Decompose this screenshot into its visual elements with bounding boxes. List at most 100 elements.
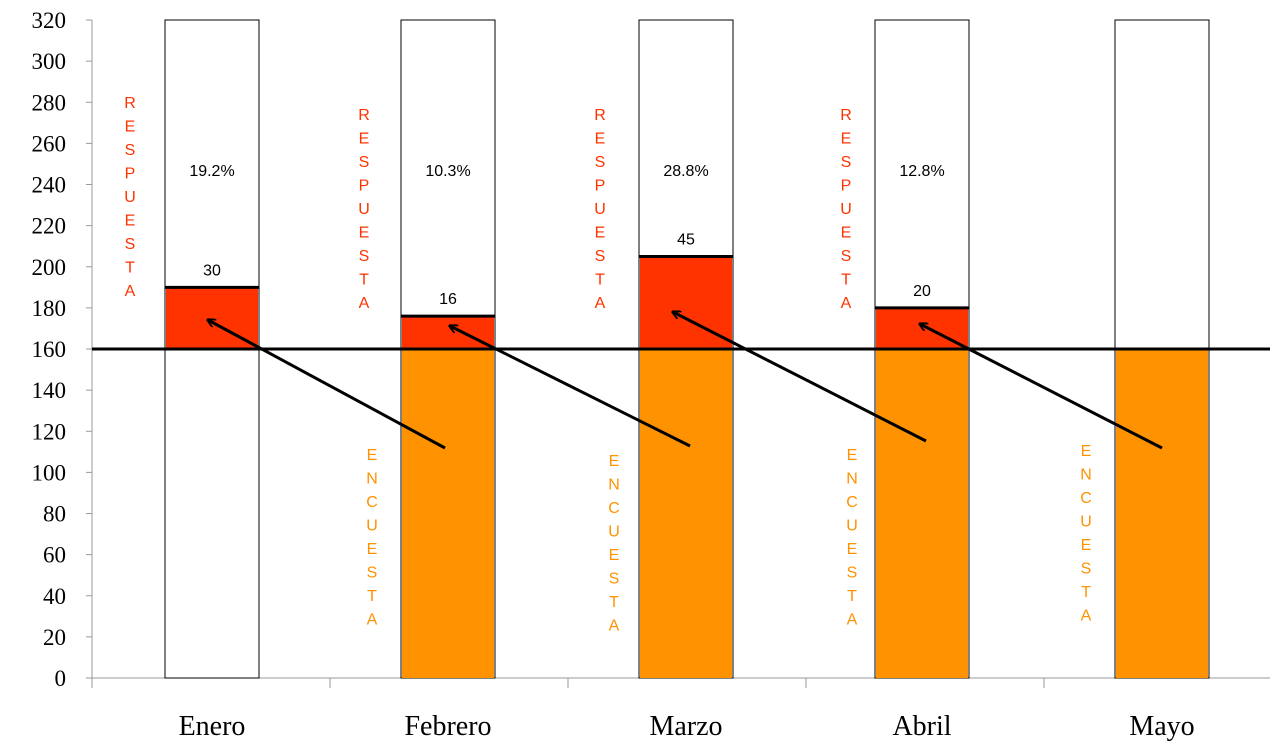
respuesta-vertical-label-letter: U: [840, 201, 852, 218]
percent-label: 28.8%: [663, 163, 708, 180]
respuesta-vertical-label-letter: P: [841, 178, 852, 195]
encuesta-vertical-label-letter: E: [609, 547, 620, 564]
y-tick-label: 100: [32, 460, 67, 485]
encuesta-bar: [1116, 349, 1208, 678]
y-tick-label: 120: [32, 419, 67, 444]
encuesta-vertical-label-letter: A: [1081, 608, 1092, 625]
respuesta-vertical-label-letter: E: [359, 225, 370, 242]
encuesta-vertical-label-letter: N: [608, 477, 620, 494]
encuesta-vertical-label-letter: T: [847, 588, 857, 605]
encuesta-vertical-label-letter: E: [1081, 537, 1092, 554]
encuesta-vertical-label-letter: E: [367, 541, 378, 558]
respuesta-vertical-label-letter: T: [125, 260, 135, 277]
respuesta-vertical-label-letter: E: [125, 119, 136, 136]
y-tick-label: 160: [32, 337, 67, 362]
respuesta-vertical-label-letter: E: [595, 225, 606, 242]
respuesta-vertical-label-letter: S: [359, 248, 370, 265]
respuesta-vertical-label-letter: T: [841, 272, 851, 289]
respuesta-vertical-label-letter: A: [841, 295, 852, 312]
encuesta-vertical-label-letter: T: [367, 588, 377, 605]
respuesta-vertical-label-letter: A: [125, 283, 136, 300]
encuesta-vertical-label-letter: A: [609, 618, 620, 635]
encuesta-vertical-label-letter: C: [366, 494, 378, 511]
y-tick-label: 180: [32, 296, 67, 321]
y-tick-label: 280: [32, 90, 67, 115]
respuesta-vertical-label-letter: S: [595, 154, 606, 171]
encuesta-vertical-label-letter: E: [847, 541, 858, 558]
y-tick-label: 300: [32, 49, 67, 74]
respuesta-vertical-label-letter: U: [594, 201, 606, 218]
respuesta-vertical-label-letter: R: [840, 107, 852, 124]
respuesta-vertical-label-letter: P: [125, 166, 136, 183]
respuesta-vertical-label-letter: U: [358, 201, 370, 218]
respuesta-vertical-label-letter: T: [595, 272, 605, 289]
y-tick-label: 40: [43, 584, 66, 609]
y-tick-label: 20: [43, 625, 66, 650]
y-tick-label: 140: [32, 378, 67, 403]
y-tick-label: 200: [32, 255, 67, 280]
encuesta-vertical-label-letter: T: [609, 594, 619, 611]
encuesta-bar: [640, 349, 732, 678]
y-tick-label: 220: [32, 214, 67, 239]
respuesta-value-label: 45: [677, 231, 695, 248]
arrow: [450, 326, 691, 448]
respuesta-vertical-label-letter: S: [841, 154, 852, 171]
encuesta-bar: [402, 349, 494, 678]
encuesta-vertical-label-letter: A: [847, 612, 858, 629]
x-category-label: Marzo: [649, 711, 722, 742]
x-category-label: Mayo: [1129, 711, 1194, 742]
y-tick-label: 0: [55, 666, 67, 691]
encuesta-vertical-label-letter: S: [367, 565, 378, 582]
y-tick-label: 60: [43, 543, 66, 568]
encuesta-vertical-label-letter: N: [846, 471, 858, 488]
arrow: [920, 324, 1163, 450]
respuesta-vertical-label-letter: A: [595, 295, 606, 312]
respuesta-value-label: 30: [203, 262, 221, 279]
percent-label: 19.2%: [189, 163, 234, 180]
encuesta-vertical-label-letter: T: [1081, 584, 1091, 601]
respuesta-value-label: 20: [913, 283, 931, 300]
respuesta-vertical-label-letter: A: [359, 295, 370, 312]
encuesta-bar: [876, 349, 968, 678]
encuesta-vertical-label-letter: S: [609, 571, 620, 588]
encuesta-vertical-label-letter: S: [1081, 561, 1092, 578]
y-tick-label: 320: [32, 8, 67, 33]
encuesta-vertical-label-letter: U: [608, 524, 620, 541]
encuesta-vertical-label-letter: S: [847, 565, 858, 582]
encuesta-vertical-label-letter: A: [367, 612, 378, 629]
encuesta-vertical-label-letter: C: [608, 500, 620, 517]
encuesta-vertical-label-letter: E: [609, 453, 620, 470]
respuesta-vertical-label-letter: P: [359, 178, 370, 195]
arrow: [673, 312, 927, 443]
respuesta-bar: [402, 316, 494, 349]
respuesta-vertical-label-letter: U: [124, 189, 136, 206]
x-category-label: Febrero: [404, 711, 491, 742]
y-tick-label: 240: [32, 173, 67, 198]
respuesta-vertical-label-letter: S: [595, 248, 606, 265]
encuesta-vertical-label-letter: E: [1081, 443, 1092, 460]
respuesta-vertical-label-letter: S: [841, 248, 852, 265]
respuesta-vertical-label-letter: S: [125, 142, 136, 159]
respuesta-vertical-label-letter: R: [358, 107, 370, 124]
respuesta-vertical-label-letter: S: [125, 236, 136, 253]
encuesta-vertical-label-letter: N: [1080, 467, 1092, 484]
y-tick-label: 80: [43, 502, 66, 527]
encuesta-vertical-label-letter: U: [1080, 514, 1092, 531]
x-category-label: Enero: [179, 711, 246, 742]
respuesta-vertical-label-letter: R: [124, 95, 136, 112]
respuesta-vertical-label-letter: E: [125, 213, 136, 230]
respuesta-vertical-label-letter: E: [359, 131, 370, 148]
percent-label: 10.3%: [425, 163, 470, 180]
encuesta-vertical-label-letter: N: [366, 471, 378, 488]
respuesta-value-label: 16: [439, 291, 457, 308]
respuesta-vertical-label-letter: R: [594, 107, 606, 124]
encuesta-vertical-label-letter: C: [1080, 490, 1092, 507]
encuesta-vertical-label-letter: U: [366, 518, 378, 535]
respuesta-vertical-label-letter: T: [359, 272, 369, 289]
encuesta-vertical-label-letter: U: [846, 518, 858, 535]
respuesta-vertical-label-letter: E: [841, 131, 852, 148]
percent-label: 12.8%: [899, 163, 944, 180]
encuesta-vertical-label-letter: E: [847, 447, 858, 464]
respuesta-vertical-label-letter: E: [841, 225, 852, 242]
